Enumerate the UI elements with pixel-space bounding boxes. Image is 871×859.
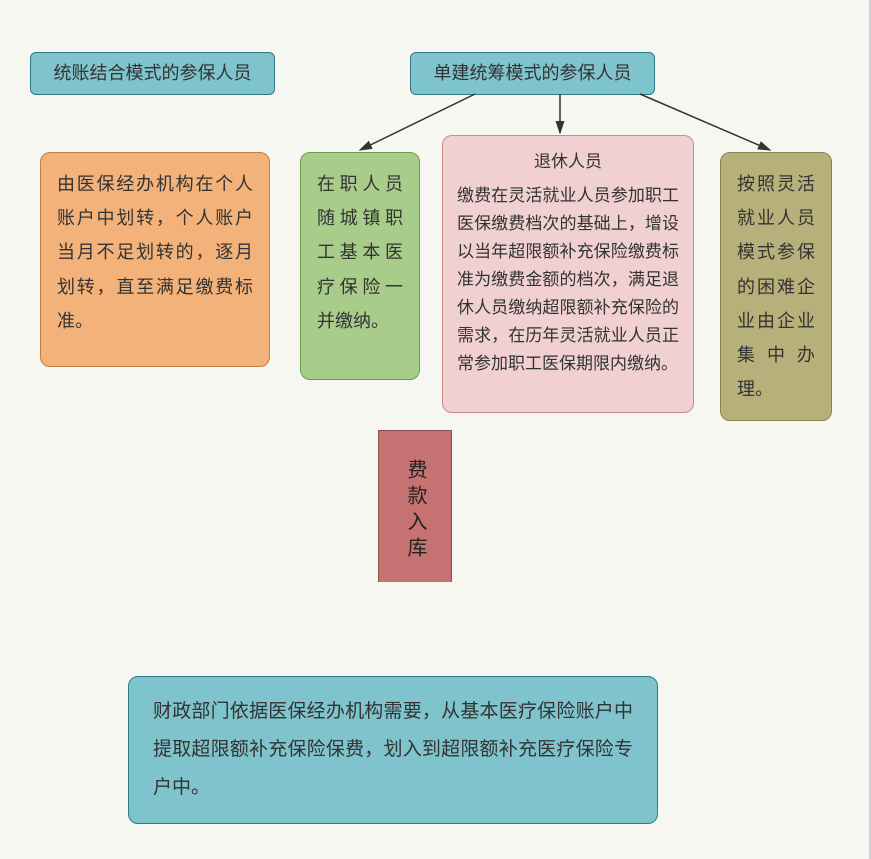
header-left-node: 统账结合模式的参保人员 (30, 52, 275, 95)
header-right-text: 单建统筹模式的参保人员 (434, 63, 632, 83)
big-arrow-text: 费款入库 (397, 459, 433, 563)
header-right-node: 单建统筹模式的参保人员 (410, 52, 655, 95)
olive-box-text: 按照灵活就业人员模式参保的困难企业由企业集中办理。 (737, 174, 815, 399)
olive-box: 按照灵活就业人员模式参保的困难企业由企业集中办理。 (720, 152, 832, 421)
big-arrow: 费款入库 (350, 430, 480, 640)
header-left-text: 统账结合模式的参保人员 (54, 63, 252, 83)
orange-box: 由医保经办机构在个人账户中划转，个人账户当月不足划转的，逐月划转，直至满足缴费标… (40, 152, 270, 367)
pink-box-text: 缴费在灵活就业人员参加职工医保缴费档次的基础上，增设以当年超限额补充保险缴费标准… (457, 186, 679, 373)
green-box-text: 在职人员随城镇职工基本医疗保险一并缴纳。 (317, 174, 403, 331)
orange-box-text: 由医保经办机构在个人账户中划转，个人账户当月不足划转的，逐月划转，直至满足缴费标… (57, 174, 253, 331)
big-arrow-shaft: 费款入库 (378, 430, 452, 582)
bottom-box-text: 财政部门依据医保经办机构需要，从基本医疗保险账户中提取超限额补充保险保费，划入到… (153, 701, 633, 798)
pink-box-title: 退休人员 (457, 148, 679, 176)
pink-box: 退休人员 缴费在灵活就业人员参加职工医保缴费档次的基础上，增设以当年超限额补充保… (442, 135, 694, 413)
green-box: 在职人员随城镇职工基本医疗保险一并缴纳。 (300, 152, 420, 380)
bottom-box: 财政部门依据医保经办机构需要，从基本医疗保险账户中提取超限额补充保险保费，划入到… (128, 676, 658, 824)
